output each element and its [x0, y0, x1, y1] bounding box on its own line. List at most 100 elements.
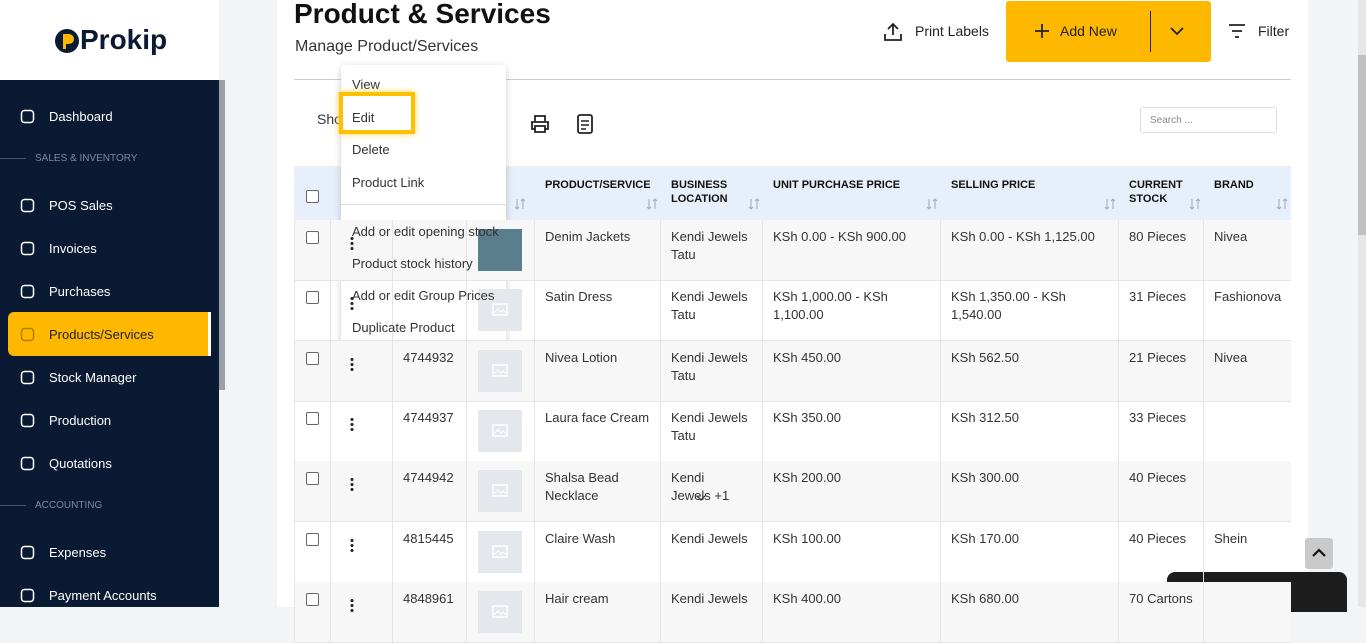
cell-border — [294, 400, 295, 461]
row-menu-button[interactable] — [350, 597, 354, 612]
product-image — [478, 349, 522, 392]
table-cell: 70 Cartons — [1129, 590, 1193, 606]
menu-item[interactable]: Add or edit opening stock — [352, 223, 499, 239]
product-image — [478, 409, 522, 452]
column-header: BUSINESS LOCATION — [671, 179, 728, 205]
cell-border — [294, 280, 295, 341]
nav-item[interactable]: Invoices — [20, 228, 97, 268]
checkbox[interactable] — [306, 592, 319, 606]
cell-border — [940, 400, 941, 461]
checkbox[interactable] — [306, 532, 319, 546]
nav-item[interactable]: Production — [20, 400, 111, 440]
table-cell: 31 Pieces — [1129, 289, 1187, 305]
table-cell: KSh 680.00 — [951, 590, 1019, 606]
table-cell: Kendi Jewels Tatu — [671, 349, 748, 383]
cell-border — [660, 521, 661, 582]
table-cell: Hair cream — [545, 590, 609, 606]
row-menu-button[interactable] — [350, 236, 354, 250]
row-menu-button[interactable] — [350, 416, 354, 431]
nav-item[interactable]: Payment Accounts — [20, 575, 157, 615]
nav-section-label: SALES & INVENTORY — [35, 152, 138, 164]
row-border — [294, 280, 1291, 281]
checkbox[interactable] — [306, 411, 319, 425]
nav-item[interactable]: Products/Services — [20, 314, 154, 354]
nav-item[interactable]: Purchases — [20, 271, 110, 311]
row-bg — [294, 220, 1291, 280]
menu-item[interactable]: Product stock history — [352, 255, 473, 271]
export-icon[interactable] — [576, 113, 594, 135]
table-cell: Kendi Jewels Tatu — [671, 409, 748, 443]
show-entries-label: Sho — [317, 111, 342, 127]
nav-label: Stock Manager — [49, 369, 137, 385]
cell-border — [466, 581, 467, 642]
add-new-button[interactable]: Add New — [1006, 1, 1211, 62]
cell-border — [330, 340, 331, 401]
menu-item[interactable]: Product Link — [352, 174, 425, 190]
nav-label: Purchases — [49, 283, 111, 299]
table-cell: 4744937 — [403, 409, 454, 425]
row-menu-button[interactable] — [350, 537, 354, 552]
cell-border — [1118, 521, 1119, 582]
table-cell: KSh 200.00 — [773, 470, 841, 486]
row-menu-button[interactable] — [350, 356, 354, 371]
menu-item[interactable]: Add or edit Group Prices — [352, 288, 495, 304]
cell-border — [940, 521, 941, 582]
menu-divider — [341, 203, 506, 205]
filter-button[interactable]: Filter — [1258, 23, 1290, 39]
nav-label: Payment Accounts — [49, 587, 157, 603]
cell-border — [1203, 340, 1204, 401]
cell-border — [534, 220, 535, 280]
nav-item[interactable]: Stock Manager — [20, 357, 136, 397]
table-cell: Fashionova — [1214, 289, 1282, 305]
scroll-top-button[interactable] — [1305, 538, 1333, 569]
cell-border — [762, 581, 763, 642]
checkbox[interactable] — [306, 291, 319, 305]
checkbox[interactable] — [306, 351, 319, 365]
checkbox[interactable] — [306, 472, 319, 486]
cell-border — [392, 400, 393, 461]
search-input[interactable]: Search ... — [1140, 107, 1277, 133]
print-labels-button[interactable]: Print Labels — [915, 23, 989, 39]
sort-icon — [1189, 197, 1201, 215]
menu-highlight — [339, 91, 415, 134]
row-menu-button[interactable] — [350, 477, 354, 492]
cell-border — [1203, 280, 1204, 341]
nav-item[interactable]: POS Sales — [20, 185, 113, 225]
cell-border — [762, 400, 763, 461]
logo-text: Prokip — [80, 24, 168, 55]
table-cell: 4744932 — [403, 349, 454, 365]
cell-border — [466, 521, 467, 582]
cell-border — [762, 521, 763, 582]
table-cell: 40 Pieces — [1129, 470, 1187, 486]
checkbox[interactable] — [306, 190, 319, 203]
cell-border — [660, 461, 661, 522]
nav-item[interactable]: Quotations — [20, 443, 112, 483]
cell-border — [1203, 581, 1204, 642]
menu-item[interactable]: Delete — [352, 142, 390, 157]
column-header: BRAND — [1214, 179, 1254, 191]
checkbox[interactable] — [306, 231, 319, 244]
cell-border — [466, 280, 467, 341]
menu-item[interactable]: Edit — [352, 109, 375, 125]
nav-item[interactable]: Expenses — [20, 532, 106, 572]
table-cell: 4744942 — [403, 470, 454, 486]
row-menu-button[interactable] — [350, 296, 354, 311]
row-bg — [294, 461, 1291, 522]
nav-label: POS Sales — [49, 197, 113, 213]
table-cell: KSh 562.50 — [951, 349, 1019, 365]
product-image — [478, 289, 522, 332]
menu-item[interactable]: Duplicate Product — [352, 320, 455, 336]
menu-item[interactable]: View — [352, 77, 380, 92]
cell-border — [534, 280, 535, 341]
cell-border — [466, 400, 467, 461]
cell-border — [940, 581, 941, 642]
nav-label: Products/Services — [49, 326, 154, 342]
nav-label: Expenses — [49, 544, 107, 560]
table-cell: 4848961 — [403, 590, 454, 606]
cell-border — [294, 581, 295, 642]
page-title: Product & Services — [294, 0, 551, 29]
nav-item[interactable]: Dashboard — [20, 96, 113, 136]
page-subtitle: Manage Product/Services — [295, 38, 479, 55]
print-icon[interactable] — [529, 113, 551, 135]
